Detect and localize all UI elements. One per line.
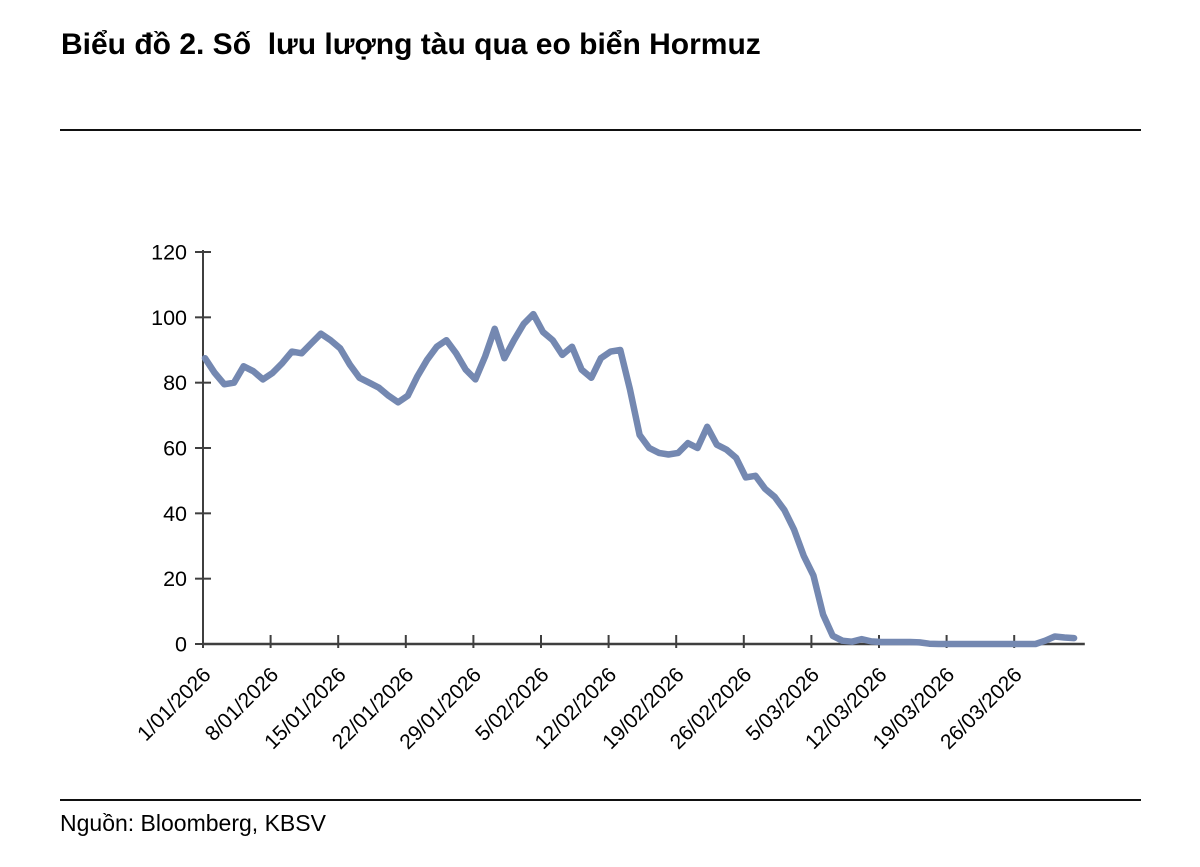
- x-tick-label: 1/01/2026: [133, 663, 215, 745]
- source-note: Nguồn: Bloomberg, KBSV: [60, 810, 326, 836]
- y-tick-label: 20: [163, 567, 187, 591]
- y-tick-label: 120: [151, 241, 187, 265]
- y-tick-label: 60: [163, 437, 187, 461]
- y-tick-label: 100: [151, 306, 187, 330]
- chart-title: Biểu đồ 2. Số lưu lượng tàu qua eo biển …: [61, 28, 761, 61]
- top-divider: [60, 129, 1141, 131]
- series-line: [201, 310, 1078, 648]
- bottom-divider: [60, 799, 1141, 801]
- y-tick-label: 0: [175, 633, 187, 657]
- y-tick-label: 80: [163, 371, 187, 395]
- y-tick-label: 40: [163, 502, 187, 526]
